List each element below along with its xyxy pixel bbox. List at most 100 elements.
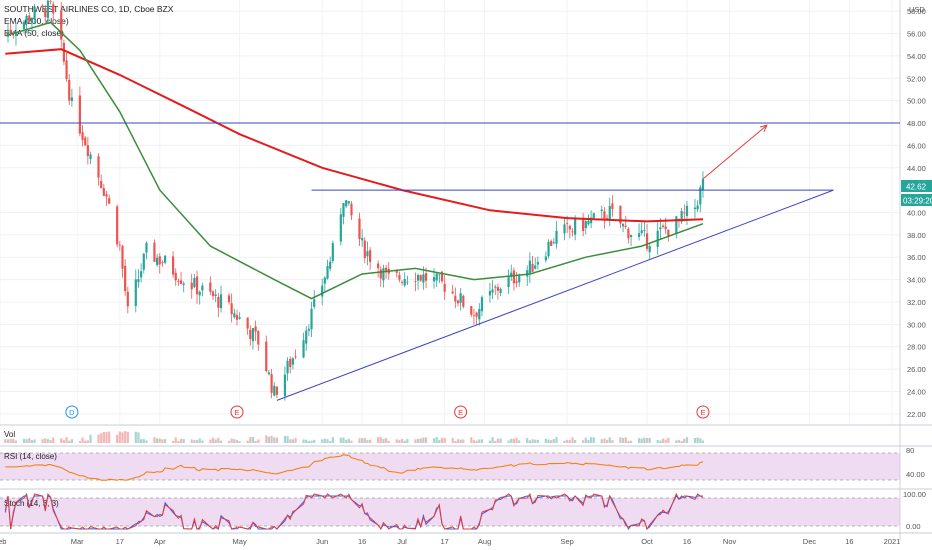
candle-body: [419, 275, 422, 281]
volume-bar: [134, 431, 137, 443]
candle-body: [313, 299, 316, 307]
volume-bar: [97, 434, 100, 443]
projection-arrow-line[interactable]: [702, 124, 768, 180]
volume-bar: [667, 437, 670, 443]
candle-body: [179, 280, 183, 284]
candle-body: [366, 251, 369, 257]
volume-bar: [41, 439, 44, 443]
candle-body: [326, 266, 329, 279]
volume-bar: [275, 437, 279, 443]
volume-bar: [358, 438, 361, 443]
volume-bar: [12, 439, 15, 443]
candle-body: [307, 328, 310, 331]
time-tick-label: 17: [441, 537, 449, 546]
candle-body: [22, 21, 26, 29]
candle-body: [629, 234, 633, 238]
volume-bar: [118, 431, 121, 443]
volume-bar: [398, 440, 401, 443]
volume-bar: [619, 437, 622, 443]
candle-body: [512, 270, 516, 284]
volume-bar: [251, 437, 255, 443]
volume-bar: [534, 439, 537, 443]
candle-body: [230, 303, 233, 315]
candle-body: [100, 180, 103, 188]
volume-bar: [387, 440, 390, 443]
candle-body: [403, 279, 406, 286]
candle-body: [329, 261, 332, 269]
candle-body: [667, 229, 670, 236]
volume-bar: [158, 438, 161, 443]
volume-bar: [510, 438, 513, 443]
volume-bar: [105, 432, 108, 443]
candle-body: [249, 329, 252, 339]
candle-body: [414, 281, 417, 282]
volume-bar: [454, 440, 457, 443]
volume-bar: [664, 439, 667, 443]
candle-body: [627, 228, 630, 239]
volume-bar: [329, 440, 332, 443]
time-tick-label: Sep: [560, 537, 573, 546]
volume-bar: [25, 439, 28, 443]
time-tick-label: 16: [845, 537, 853, 546]
candle-body: [648, 246, 651, 253]
event-marker-text: D: [69, 408, 75, 417]
candle-body: [257, 330, 260, 345]
volume-bar: [582, 440, 585, 443]
volume-bar: [4, 439, 7, 443]
candle-body: [438, 274, 441, 276]
candle-body: [267, 372, 271, 375]
volume-bar: [102, 431, 105, 443]
volume-bar: [230, 438, 233, 443]
candle-body: [30, 17, 34, 23]
candle-body: [480, 297, 484, 312]
candle-body: [25, 15, 28, 24]
volume-bar: [33, 439, 36, 443]
candle-body: [499, 288, 502, 294]
volume-bar: [140, 439, 143, 443]
candle-body: [685, 205, 689, 216]
volume-bar: [472, 440, 476, 443]
candle-body: [118, 244, 121, 246]
volume-bar: [65, 437, 68, 443]
candle-body: [574, 219, 577, 235]
volume-bar: [526, 438, 529, 443]
candle-body: [217, 296, 220, 308]
price-tick-label: 58.00: [907, 7, 926, 16]
volume-bar: [214, 439, 217, 443]
candle-body: [472, 315, 476, 317]
candle-body: [451, 291, 454, 294]
stoch-band: [0, 498, 900, 526]
candle-body: [424, 273, 428, 281]
volume-bar: [331, 437, 334, 443]
ascending-trendline[interactable]: [276, 189, 834, 401]
candle-body: [251, 328, 255, 342]
candle-body: [302, 340, 305, 358]
candle-body: [377, 263, 380, 269]
projection-arrow-head: [759, 124, 768, 132]
volume-bar: [528, 440, 531, 443]
candle-body: [600, 209, 603, 212]
volume-bar: [249, 437, 252, 443]
volume-bar: [361, 438, 364, 443]
candle-body: [510, 272, 513, 277]
candle-body: [9, 29, 12, 34]
candle-body: [680, 210, 683, 222]
volume-bar: [629, 440, 633, 443]
candle-body: [49, 0, 52, 2]
candle-body: [382, 268, 385, 281]
price-tick-label: 32.00: [907, 298, 926, 307]
candle-body: [443, 283, 446, 292]
candle-body: [171, 256, 175, 275]
volume-bar: [424, 437, 428, 443]
volume-bar: [363, 437, 366, 443]
volume-bar: [209, 439, 212, 443]
candle-body: [158, 256, 161, 265]
candle-body: [384, 267, 388, 271]
volume-bar: [217, 437, 220, 443]
price-tick-label: 26.00: [907, 365, 926, 374]
candle-body: [156, 257, 159, 265]
candle-body: [379, 269, 382, 279]
volume-bar: [587, 439, 590, 443]
candle-body: [590, 217, 593, 224]
